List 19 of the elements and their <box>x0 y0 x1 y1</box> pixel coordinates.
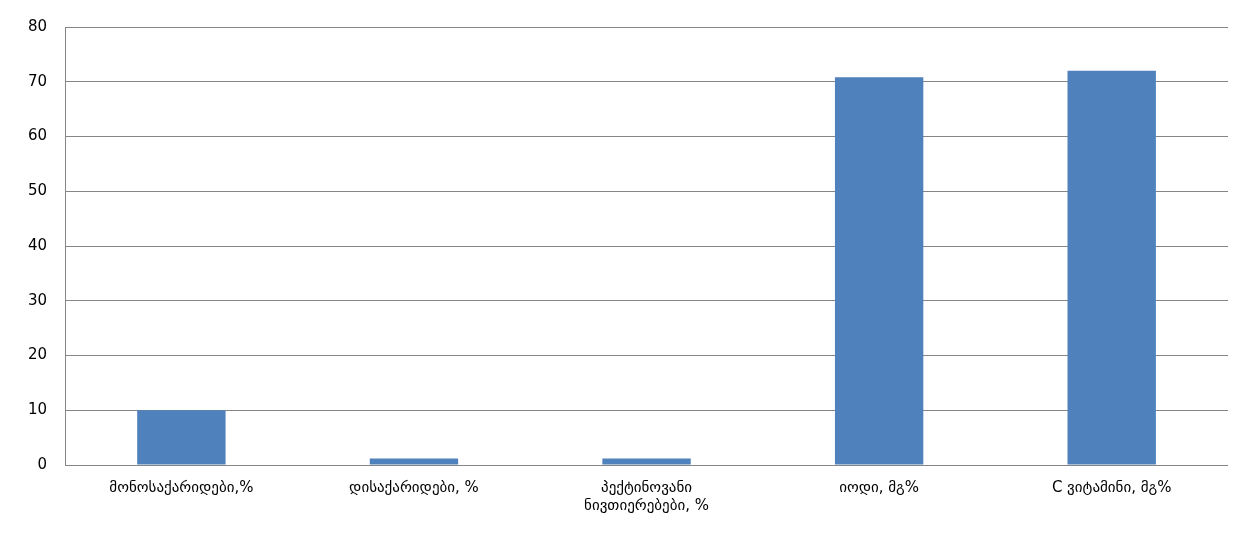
bar <box>369 458 459 465</box>
y-tick-label: 60 <box>27 126 48 145</box>
bar <box>1067 70 1156 465</box>
bar <box>137 410 226 465</box>
x-tick-label: C ვიტამინი, მგ% <box>1051 477 1172 496</box>
y-tick-label: 80 <box>27 16 48 35</box>
x-tick-label: დისაქარიდები, % <box>349 477 479 496</box>
x-tick-label: იოდი, მგ% <box>839 477 920 496</box>
y-tick-label: 20 <box>27 345 48 364</box>
y-tick-label: 0 <box>37 454 48 473</box>
bar <box>834 77 924 465</box>
y-tick-label: 30 <box>27 290 48 309</box>
y-tick-label: 10 <box>27 400 48 419</box>
y-tick-label: 40 <box>27 235 48 254</box>
x-tick-label: მონოსაქარიდები,% <box>109 477 254 496</box>
x-tick-label: პექტინოვანი ნივთიერებები, % <box>584 477 710 514</box>
bar <box>602 458 691 465</box>
y-tick-label: 70 <box>27 71 48 90</box>
y-tick-label: 50 <box>27 181 48 200</box>
